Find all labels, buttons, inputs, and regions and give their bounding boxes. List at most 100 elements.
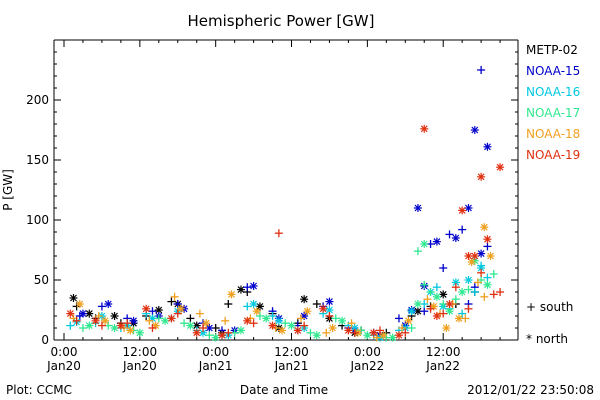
south-point — [255, 312, 264, 320]
north-point — [420, 124, 429, 133]
north-point — [249, 300, 258, 308]
north-point-d2 — [76, 300, 84, 308]
north-point — [483, 142, 492, 151]
north-point-d2 — [101, 317, 109, 325]
north-point — [394, 331, 403, 340]
south-point — [66, 321, 75, 330]
north-point — [274, 316, 283, 325]
north-point-d2 — [471, 126, 479, 134]
south-point — [167, 297, 176, 306]
south-point — [423, 295, 432, 304]
north-point — [268, 321, 277, 330]
north-point-d2 — [253, 307, 261, 315]
south-point — [180, 319, 189, 328]
north-point — [202, 319, 211, 328]
north-point-d2 — [487, 252, 495, 260]
north-point — [467, 258, 476, 266]
north-point-d2 — [389, 334, 397, 342]
south-point — [205, 331, 214, 340]
north-point-d2 — [338, 317, 346, 325]
north-point-d2 — [326, 298, 333, 306]
south-point — [470, 288, 479, 296]
north-point — [69, 294, 78, 302]
x-tick-time-label: 0:00 — [202, 345, 229, 359]
north-point — [413, 300, 422, 308]
x-axis-label: Date and Time — [240, 383, 328, 397]
south-point — [72, 316, 81, 325]
x-tick-time-label: 0:00 — [354, 345, 381, 359]
south-point — [432, 283, 441, 292]
north-point — [319, 304, 328, 313]
north-point-d2 — [480, 223, 488, 231]
south-point — [325, 312, 334, 320]
north-point-d2 — [177, 305, 185, 313]
south-point — [322, 328, 331, 337]
south-point — [489, 270, 498, 278]
north-point-d2 — [250, 300, 258, 308]
south-point — [297, 314, 305, 323]
north-point — [243, 316, 252, 325]
north-point — [483, 280, 492, 289]
north-point — [464, 204, 473, 212]
north-point-d2 — [471, 252, 479, 260]
north-point — [388, 333, 397, 342]
north-point — [129, 316, 138, 325]
north-point-d2 — [465, 204, 472, 212]
north-point-d2 — [256, 302, 264, 310]
north-point — [262, 314, 271, 323]
north-point — [287, 321, 296, 330]
south-point — [420, 307, 429, 316]
x-tick-time-label: 12:00 — [274, 345, 309, 359]
north-point-d2 — [85, 322, 93, 330]
north-point-d2 — [446, 307, 453, 315]
north-point — [110, 324, 119, 332]
north-point-d2 — [199, 329, 207, 337]
north-point — [85, 321, 94, 330]
north-point — [328, 324, 337, 332]
north-point — [278, 326, 287, 335]
south-point — [439, 264, 448, 272]
south-point — [97, 321, 106, 330]
north-point — [486, 252, 495, 260]
north-point-d2 — [351, 324, 359, 332]
north-point — [236, 285, 245, 294]
south-point — [78, 324, 87, 332]
south-point — [173, 300, 182, 308]
south-point — [458, 225, 467, 234]
north-point — [407, 307, 416, 316]
south-point — [426, 288, 435, 296]
north-point-d2 — [111, 312, 118, 320]
south-point — [426, 304, 435, 313]
south-point — [170, 292, 179, 301]
north-point — [104, 300, 113, 308]
north-point-d2 — [70, 294, 77, 302]
north-point-d2 — [168, 314, 175, 322]
y-tick-label: 100 — [26, 213, 49, 227]
north-point — [369, 328, 378, 337]
south-point — [477, 66, 486, 74]
north-point — [477, 249, 486, 258]
north-point-d2 — [484, 143, 491, 151]
north-point — [75, 300, 84, 308]
y-tick-label: 50 — [34, 273, 49, 287]
north-point-d2 — [420, 240, 428, 248]
north-point-d2 — [136, 329, 144, 337]
north-point-d2 — [79, 310, 87, 318]
north-point — [91, 316, 100, 325]
north-point-d2 — [111, 324, 118, 332]
north-point — [420, 240, 429, 248]
north-point — [142, 304, 151, 313]
north-point-d2 — [237, 326, 245, 334]
north-point-d2 — [300, 295, 308, 303]
south-point — [243, 283, 252, 292]
north-point — [161, 316, 170, 325]
north-point-d2 — [465, 252, 472, 260]
north-point-d2 — [66, 310, 74, 318]
north-point — [432, 237, 441, 246]
footer-timestamp: 2012/01/22 23:50:08 — [467, 383, 594, 397]
south-point — [331, 314, 340, 323]
south-point — [347, 319, 356, 328]
x-tick-time-label: 12:00 — [123, 345, 158, 359]
south-point — [489, 290, 498, 299]
